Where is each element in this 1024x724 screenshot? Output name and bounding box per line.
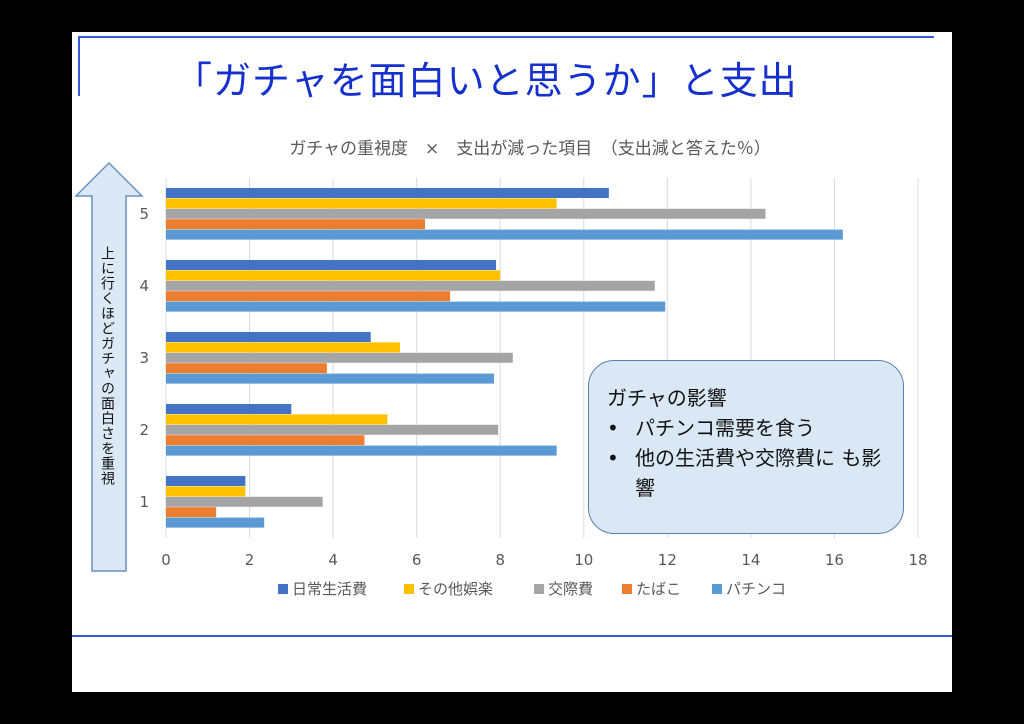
callout-box: ガチャの影響 • パチンコ需要を食う • 他の生活費や交際費に も影響 [588,360,904,534]
x-tick-label: 16 [825,551,844,569]
bar-2 [166,270,501,281]
callout-bullet-text: 他の生活費や交際費に も影響 [635,446,882,500]
x-tick-label: 2 [245,551,255,569]
x-tick-label: 8 [495,551,505,569]
bar-5 [166,301,666,312]
bar-4 [166,363,327,374]
bar-1 [166,260,497,270]
bar-3 [166,424,499,435]
legend-swatch [278,584,288,594]
legend-label: その他娯楽 [418,580,493,598]
legend-label: パチンコ [726,580,786,598]
left-rule [78,36,80,96]
bar-5 [166,445,557,456]
bar-5 [166,517,265,528]
legend-label: たばこ [636,580,681,598]
x-tick-label: 14 [741,551,760,569]
y-tick-label: 2 [139,421,149,439]
bar-5 [166,229,843,240]
callout-title: ガチャの影響 [607,386,727,410]
bar-3 [166,352,513,363]
bar-3 [166,280,655,291]
bar-1 [166,476,246,486]
chart-title: ガチャの重視度 × 支出が減った項目 （支出減と答えた％） [289,139,771,159]
x-tick-label: 6 [412,551,422,569]
y-tick-label: 1 [139,493,149,511]
bar-2 [166,414,388,425]
bar-2 [166,342,400,353]
bar-1 [166,404,292,414]
bar-1 [166,188,609,198]
legend-label: 日常生活費 [292,580,367,598]
slide-title: 「ガチャを面白いと思うか」と支出 [174,59,798,103]
x-tick-label: 18 [908,551,927,569]
bar-4 [166,507,217,518]
legend-label: 交際費 [548,580,593,598]
bar-4 [166,291,451,302]
bar-4 [166,435,365,446]
y-tick-label: 4 [139,277,149,295]
bar-2 [166,486,246,497]
bar-1 [166,332,371,342]
up-arrow [74,161,144,572]
legend-swatch [534,584,544,594]
y-tick-label: 3 [139,349,149,367]
y-tick-label: 5 [139,205,149,223]
callout-bullet-text: パチンコ需要を食う [635,416,815,440]
x-tick-label: 12 [658,551,677,569]
bottom-rule [72,635,952,637]
bar-5 [166,373,494,384]
x-tick-label: 4 [328,551,338,569]
bar-3 [166,496,323,507]
side-arrow-label: 上に行くほどガチャの面白さを重視 [99,246,115,486]
legend-swatch [622,584,632,594]
x-tick-label: 0 [161,551,171,569]
callout-bullet: • 他の生活費や交際費に も影響 [607,443,887,503]
bullet-dot: • [607,446,619,470]
bullet-dot: • [607,416,619,440]
bar-2 [166,198,557,209]
x-tick-label: 10 [574,551,593,569]
callout-bullet: • パチンコ需要を食う [607,413,887,443]
bar-4 [166,219,426,230]
top-rule [78,36,934,38]
bar-3 [166,208,766,219]
legend-swatch [404,584,414,594]
legend-swatch [712,584,722,594]
